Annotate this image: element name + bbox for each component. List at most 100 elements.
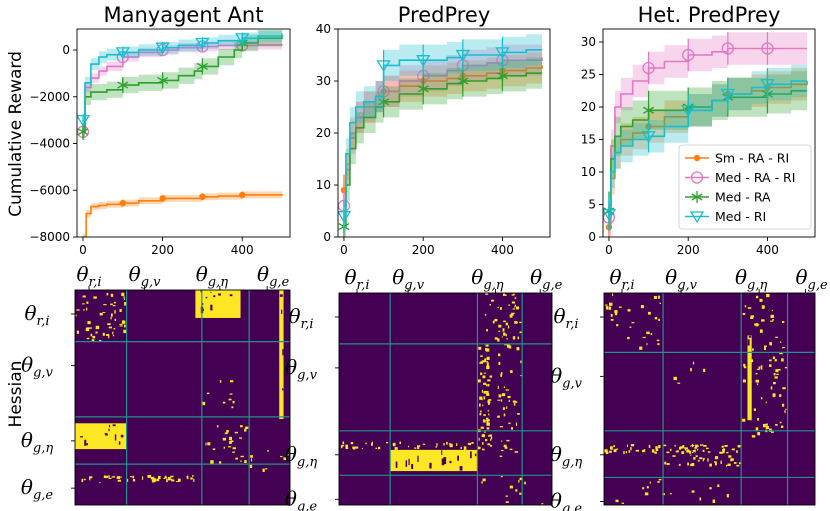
heatmap-cell (229, 380, 234, 383)
heatmap-cell (504, 446, 508, 449)
heatmap-cell (250, 458, 252, 462)
heatmap-cell (459, 466, 463, 471)
heatmap-cell (647, 311, 651, 315)
heatmap-cell (771, 309, 773, 312)
heatmap-cell (86, 301, 89, 304)
heatmap-cell (506, 439, 510, 442)
heatmap-cell (240, 455, 244, 458)
heatmap-cell (482, 442, 484, 445)
heatmap-cell (499, 426, 504, 428)
heatmap-cell (512, 400, 516, 403)
col-tick-label: θg,v (665, 265, 698, 293)
heatmap-cell (770, 320, 774, 322)
heatmap-cell (714, 462, 717, 466)
heatmap-cell (240, 425, 243, 428)
heatmap-cell (691, 443, 694, 448)
heatmap-cell (515, 489, 518, 492)
heatmap-cell (110, 316, 112, 320)
line-chart-2: PredPrey 0 200 400 0 10 20 30 40 (316, 3, 551, 257)
heatmap-cell (747, 307, 752, 309)
heatmap-cell (471, 441, 474, 444)
heatmap-cell (494, 337, 498, 340)
heatmap-cell (770, 386, 773, 390)
heatmap-cell (775, 369, 779, 373)
heatmap-cell (773, 373, 776, 376)
heatmap-cell (488, 399, 492, 401)
heatmap-cell (782, 403, 785, 407)
heatmap-cell (514, 306, 516, 308)
heatmap-cell (772, 393, 776, 397)
heatmap-cell (672, 455, 676, 457)
marker-triangle (689, 211, 705, 224)
y-tick-label: −4000 (29, 137, 70, 151)
heatmap-cell (480, 426, 484, 429)
heatmap-cell (512, 336, 516, 340)
heatmap-cell (761, 305, 765, 309)
heatmap-cell (677, 382, 681, 384)
heatmap-cell (486, 384, 488, 387)
heatmap-cell (514, 451, 519, 453)
heatmap-cell (443, 442, 445, 446)
heatmap-cell (205, 296, 208, 299)
heatmap-cell (106, 334, 110, 336)
heatmap-cell (693, 457, 696, 460)
marker-triangle (416, 55, 431, 67)
heatmaps-layer: θr,i θg,v θg,η θg,eθr,iθg,vθg,ηθg,eθr,i θg,v… (21, 262, 828, 511)
series-band-3 (343, 57, 543, 237)
heatmap-cell (760, 397, 763, 400)
heatmap-cell (738, 462, 741, 465)
heatmap-cell (108, 475, 110, 479)
heatmap-cell (93, 296, 97, 299)
heatmap-cell (120, 434, 124, 438)
heatmap-cell (501, 393, 506, 397)
heatmap-cell (626, 444, 628, 448)
heatmap-cell (123, 295, 125, 299)
heatmap-cell (639, 346, 643, 350)
marker-dot (119, 199, 126, 207)
heatmap-cell (726, 494, 729, 498)
heatmap-cell (414, 447, 417, 449)
y-tick-label: 40 (316, 22, 331, 36)
heatmap-cell (110, 313, 113, 317)
row-ylabel-reward: Cumulative Reward (6, 51, 26, 217)
heatmap-cell (755, 379, 760, 383)
heatmap-background (75, 290, 290, 505)
heatmap-cell (283, 457, 287, 461)
heatmap-cell (658, 318, 660, 321)
heatmap-frame (338, 292, 553, 506)
heatmap-cell (507, 395, 511, 399)
heatmap-cell (219, 380, 222, 383)
heatmap-cell (350, 442, 354, 445)
heatmap-cell (480, 355, 483, 357)
heatmap-cell (456, 443, 458, 446)
row-tick-label: θr,i (553, 304, 578, 332)
heatmap-cell (513, 402, 516, 406)
marker-triangle (376, 60, 391, 73)
heatmap-cell (776, 373, 779, 376)
heatmap-cell (210, 291, 212, 293)
row-tick-label: θg,e (285, 486, 318, 511)
heatmap-cell (669, 448, 672, 451)
heatmap-cell (615, 448, 619, 450)
heatmap-cell (727, 463, 731, 467)
heatmap-cell (239, 437, 243, 439)
heatmap-cell (604, 449, 608, 453)
heatmap-cell (703, 368, 706, 373)
heatmap-cell (483, 372, 486, 374)
heatmap-cell (507, 325, 510, 329)
heatmap-cell (781, 358, 784, 362)
heatmap-cell (102, 311, 106, 314)
heatmap-cell (218, 293, 221, 296)
marker-circle (690, 171, 704, 184)
heatmap-cell (691, 490, 695, 493)
chart-title: Manyagent Ant (104, 3, 264, 27)
heatmap-cell (782, 387, 786, 390)
heatmap-cell (490, 434, 492, 437)
line-chart-1: Manyagent Ant 0 200 400 −8000 −6000 −4000 −2000… (29, 3, 291, 257)
heatmap-cell (497, 306, 499, 309)
heatmap-cell (610, 318, 614, 321)
heatmap-cell (628, 450, 631, 453)
heatmap-cell (621, 502, 624, 504)
heatmap-cell (212, 448, 216, 451)
heatmap-cell (518, 479, 520, 483)
